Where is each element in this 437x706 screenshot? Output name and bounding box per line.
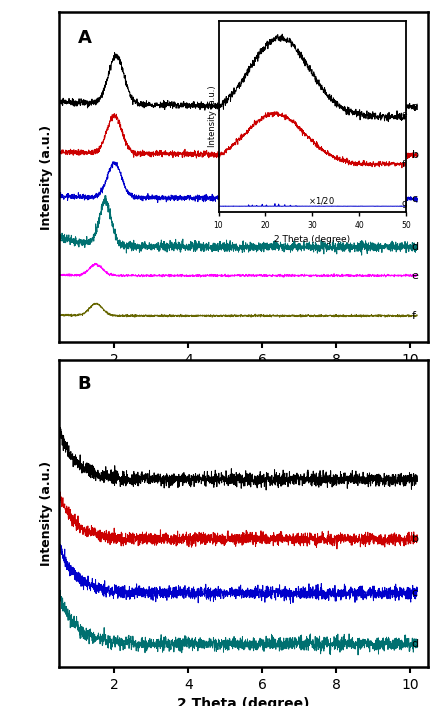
- Text: a: a: [412, 474, 419, 484]
- Text: a: a: [412, 102, 419, 112]
- Text: $\times$1/20: $\times$1/20: [308, 196, 335, 206]
- X-axis label: 2 Theta (degree): 2 Theta (degree): [274, 235, 350, 244]
- Text: e: e: [412, 270, 419, 280]
- Text: d: d: [412, 639, 419, 649]
- X-axis label: 2 Theta (degree): 2 Theta (degree): [177, 372, 310, 386]
- Text: c: c: [412, 588, 418, 598]
- Y-axis label: Intensity (a.u.): Intensity (a.u.): [208, 85, 217, 148]
- Text: c: c: [412, 194, 418, 204]
- Text: b: b: [412, 534, 419, 544]
- Text: d: d: [412, 242, 419, 252]
- Text: f: f: [412, 311, 416, 321]
- Y-axis label: Intensity (a.u.): Intensity (a.u.): [41, 125, 53, 229]
- Text: e: e: [402, 110, 407, 119]
- Text: A: A: [77, 28, 91, 47]
- Y-axis label: Intensity (a.u.): Intensity (a.u.): [41, 461, 53, 566]
- X-axis label: 2 Theta (degree): 2 Theta (degree): [177, 697, 310, 706]
- Text: b: b: [412, 150, 419, 160]
- Text: g: g: [402, 200, 407, 208]
- Text: B: B: [77, 376, 91, 393]
- Text: f: f: [402, 160, 405, 169]
